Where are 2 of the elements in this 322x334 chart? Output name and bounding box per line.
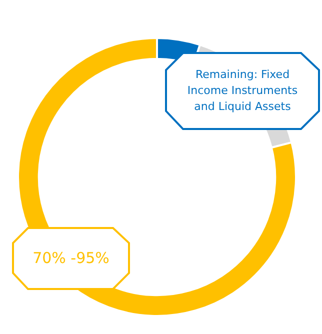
text: 70% -95%	[32, 248, 110, 269]
text: Remaining: Fixed Income Instruments and Liquid Assets	[186, 67, 299, 115]
